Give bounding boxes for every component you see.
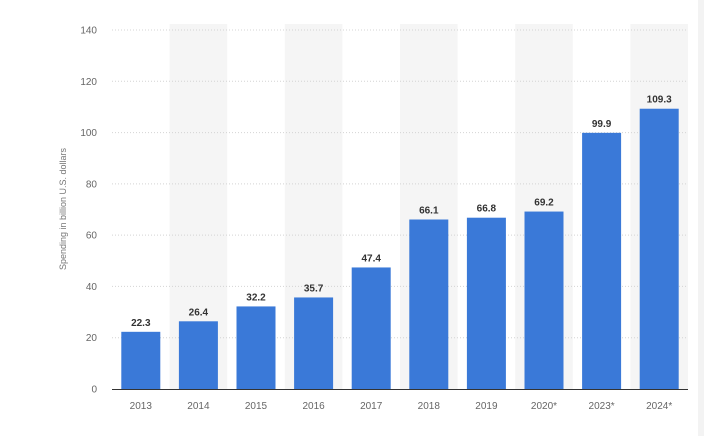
bar-value-label: 99.9: [592, 119, 612, 130]
bar: [639, 108, 679, 389]
right-edge-strip: [698, 0, 704, 436]
y-axis-ticks: 0 20 40 60 80 100 120 140: [80, 26, 97, 396]
x-tick-label: 2015: [245, 401, 268, 412]
x-axis-ticks: 2013 2014 2015 2016 2017 2018 2019 2020* 2023* 20…: [130, 401, 673, 412]
y-tick-label: 40: [86, 282, 98, 293]
bar-value-label: 66.8: [477, 204, 497, 215]
bar-value-label: 69.2: [534, 198, 554, 209]
x-tick-label: 2020*: [531, 401, 557, 412]
bar: [294, 297, 334, 389]
x-tick-label: 2017: [360, 401, 383, 412]
x-tick-label: 2016: [302, 401, 325, 412]
x-tick-label: 2013: [130, 401, 153, 412]
x-tick-label: 2018: [418, 401, 441, 412]
bar-value-label: 109.3: [647, 95, 672, 106]
y-tick-label: 120: [80, 77, 97, 88]
bars: 22.3 26.4 32.2 35.7 47.4 66.1 66.8 69.2 99.9 109.…: [121, 95, 679, 389]
x-tick-label: 2023*: [589, 401, 615, 412]
bar: [178, 321, 218, 389]
y-tick-label: 140: [80, 26, 97, 37]
y-tick-label: 20: [86, 333, 98, 344]
x-tick-label: 2014: [187, 401, 210, 412]
y-tick-label: 100: [80, 128, 97, 139]
bar: [466, 217, 506, 389]
bar-value-label: 26.4: [189, 307, 209, 318]
x-tick-label: 2019: [475, 401, 498, 412]
y-tick-label: 60: [86, 231, 98, 242]
bar-value-label: 47.4: [361, 253, 381, 264]
bar: [524, 211, 564, 389]
bar: [236, 306, 276, 389]
y-tick-label: 0: [91, 385, 97, 396]
y-axis-title: Spending in billion U.S. dollars: [58, 147, 68, 270]
bar-value-label: 66.1: [419, 206, 439, 217]
y-tick-label: 80: [86, 179, 98, 190]
bar: [121, 331, 161, 389]
bar-value-label: 35.7: [304, 283, 324, 294]
gridlines: [112, 29, 688, 339]
bar: [582, 132, 622, 389]
bar: [409, 219, 449, 389]
bar-value-label: 32.2: [246, 292, 266, 303]
bar: [351, 267, 391, 389]
bar-value-label: 22.3: [131, 318, 151, 329]
x-tick-label: 2024*: [646, 401, 672, 412]
